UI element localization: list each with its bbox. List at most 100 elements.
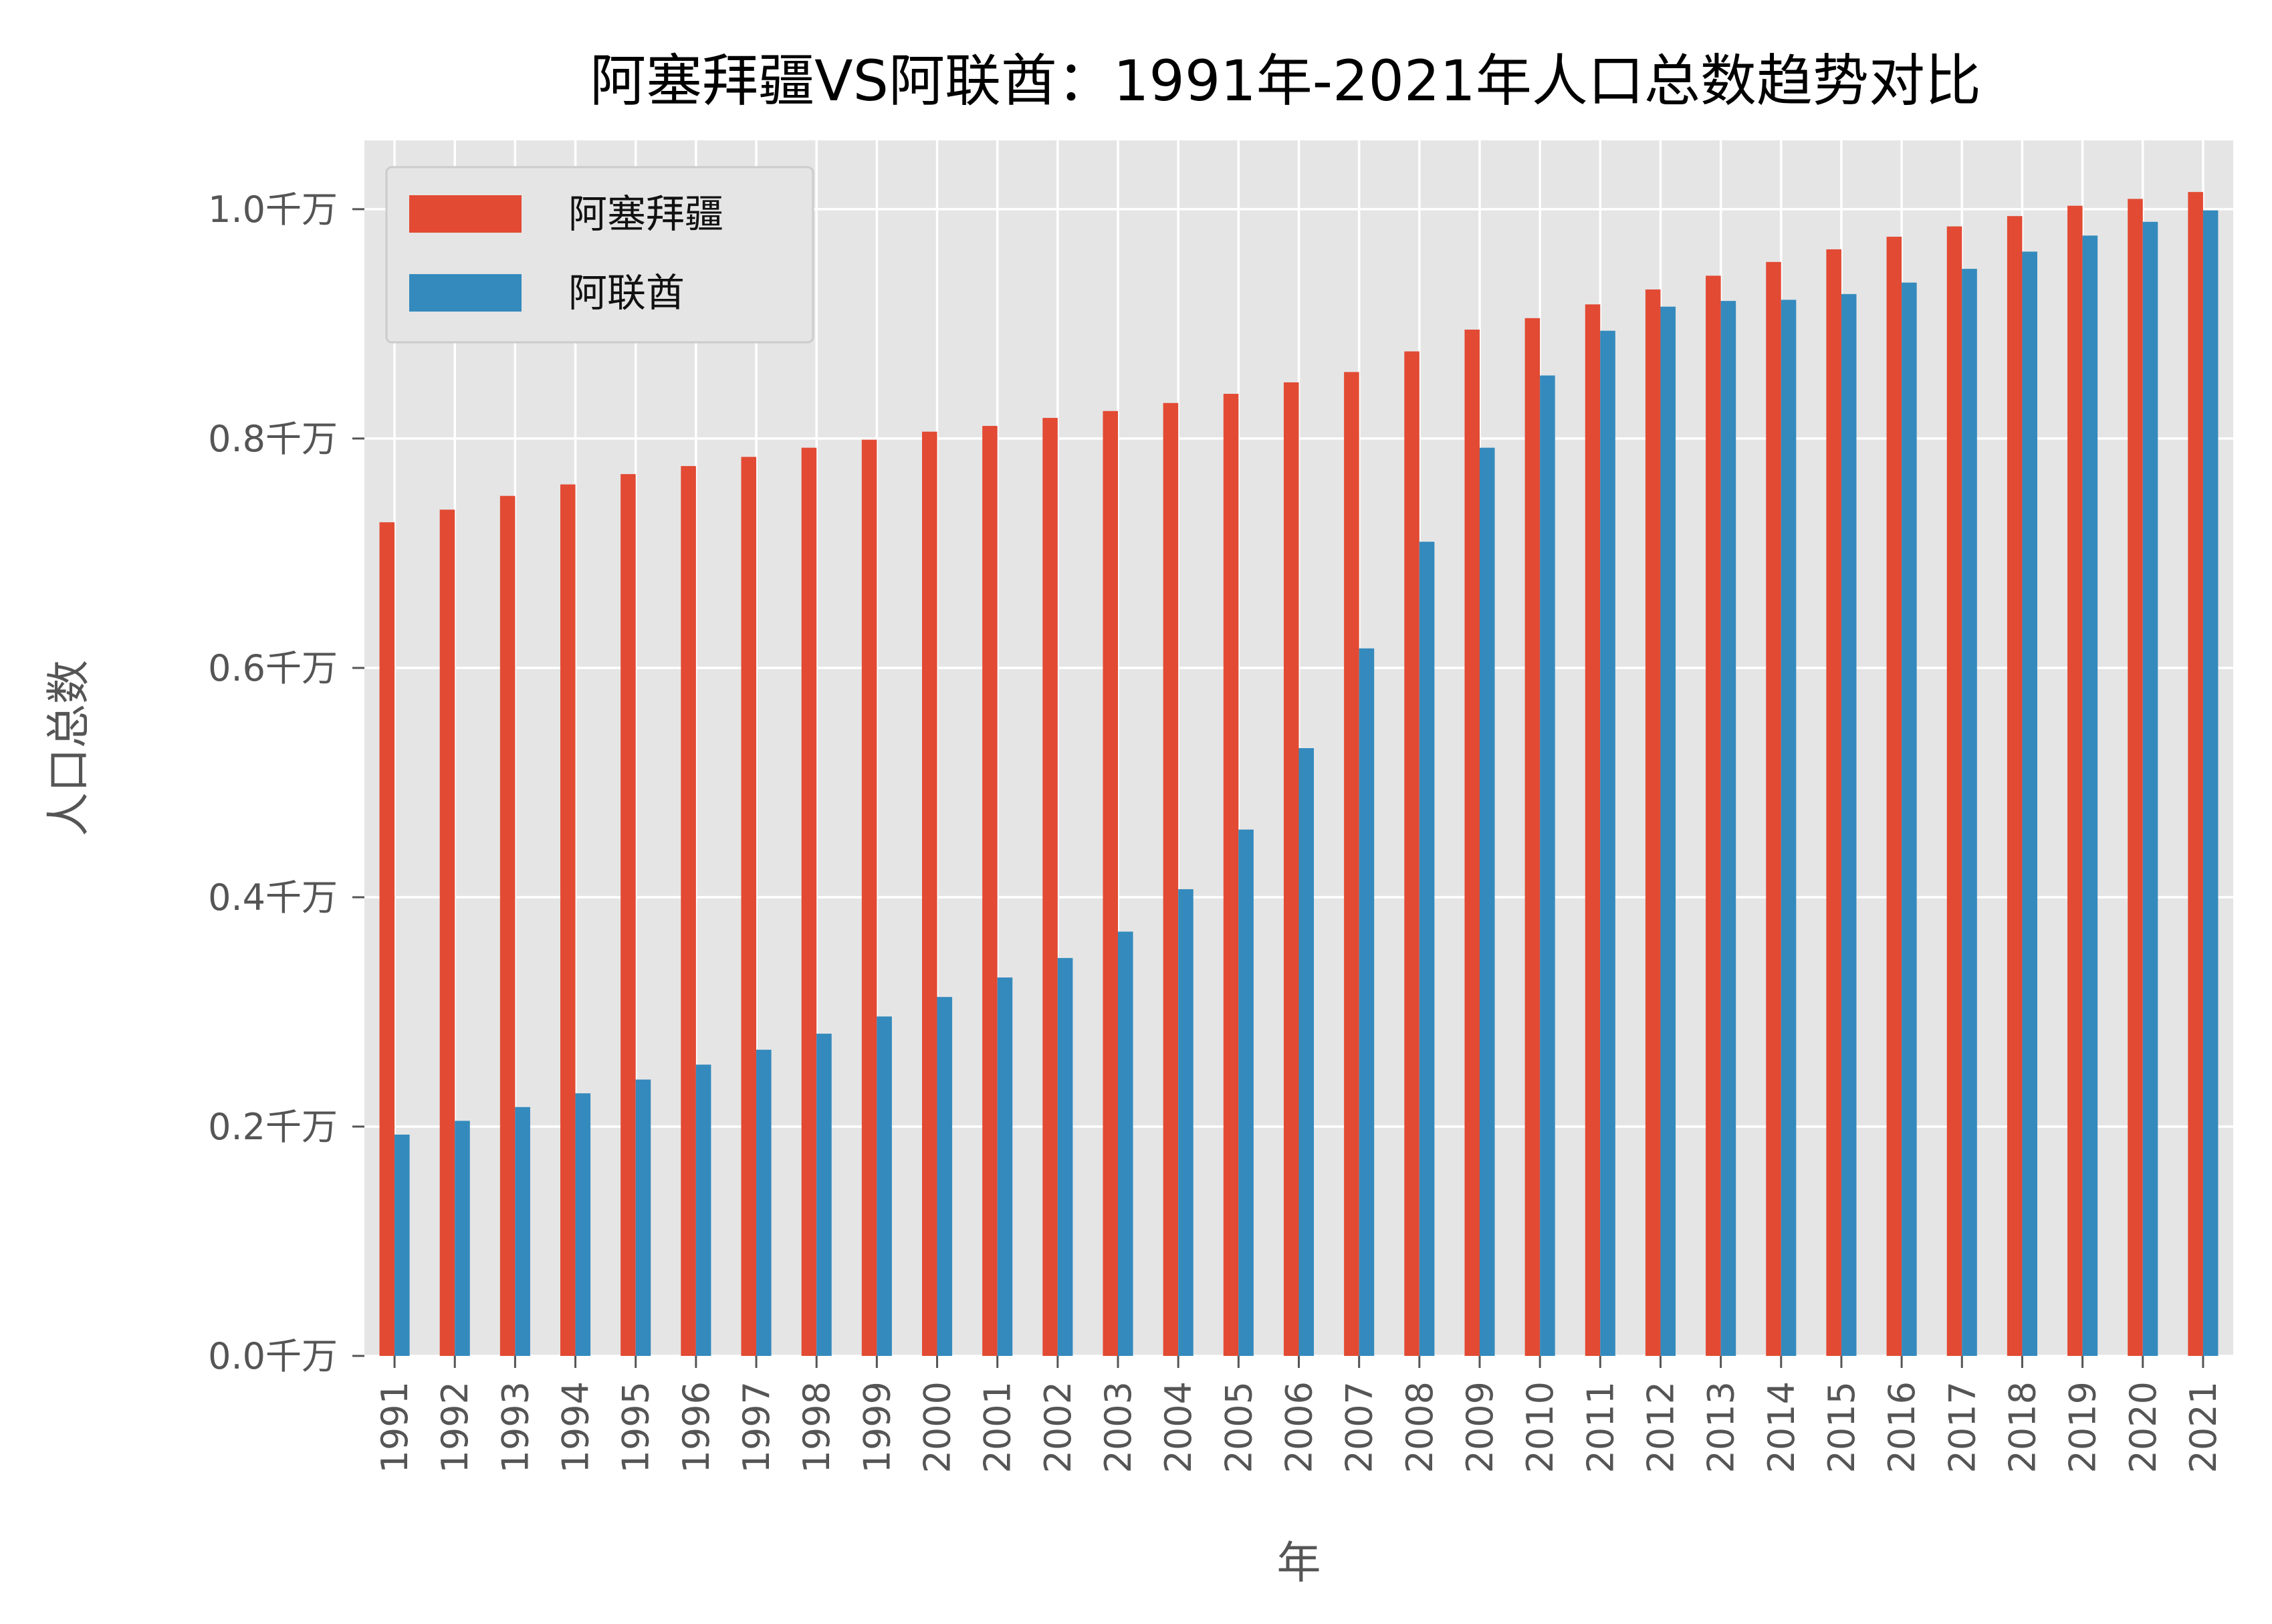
bar-azerbaijan-2001 (982, 426, 998, 1356)
x-tick-label-2008: 2008 (1399, 1381, 1441, 1473)
bar-azerbaijan-1991 (379, 522, 395, 1356)
bar-uae-2005 (1238, 829, 1254, 1356)
bar-azerbaijan-2017 (1946, 226, 1962, 1356)
y-tick-label: 0.2千万 (208, 1106, 338, 1148)
x-tick-label-2013: 2013 (1700, 1381, 1742, 1473)
bar-azerbaijan-2008 (1404, 351, 1419, 1356)
x-tick-label-2019: 2019 (2062, 1381, 2104, 1473)
bar-uae-1993 (515, 1107, 530, 1356)
bar-uae-1997 (756, 1050, 772, 1356)
bar-uae-2007 (1359, 648, 1375, 1356)
bar-azerbaijan-2006 (1283, 382, 1299, 1356)
x-tick-label-2012: 2012 (1639, 1381, 1682, 1473)
bar-azerbaijan-1997 (741, 457, 757, 1357)
legend: 阿塞拜疆 阿联酋 (385, 166, 814, 344)
chart-title: 阿塞拜疆VS阿联酋：1991年-2021年人口总数趋势对比 (590, 48, 1981, 114)
bar-uae-2014 (1781, 300, 1797, 1357)
x-tick-label-2004: 2004 (1157, 1381, 1200, 1473)
bar-azerbaijan-2019 (2067, 205, 2083, 1356)
x-tick-label-2007: 2007 (1339, 1381, 1381, 1473)
y-tick-label: 0.8千万 (208, 418, 338, 460)
bar-azerbaijan-2014 (1766, 261, 1781, 1356)
bar-azerbaijan-2011 (1585, 304, 1601, 1356)
bar-azerbaijan-1998 (801, 447, 817, 1356)
bar-azerbaijan-1995 (620, 474, 636, 1356)
bar-uae-2008 (1419, 542, 1435, 1357)
x-tick-label-2018: 2018 (2001, 1381, 2043, 1473)
bar-uae-2011 (1600, 330, 1615, 1356)
bar-azerbaijan-2002 (1042, 418, 1058, 1356)
bar-uae-2012 (1660, 306, 1676, 1356)
x-tick-label-2020: 2020 (2122, 1381, 2164, 1473)
bar-uae-2021 (2202, 210, 2219, 1357)
bar-uae-1994 (575, 1093, 591, 1356)
bar-uae-2020 (2142, 221, 2158, 1356)
legend-swatch-azerbaijan (409, 195, 522, 233)
x-tick-label-2003: 2003 (1097, 1381, 1139, 1473)
y-tick-label: 0.0千万 (208, 1335, 338, 1377)
bar-azerbaijan-2016 (1886, 237, 1902, 1357)
bar-azerbaijan-2007 (1344, 372, 1359, 1357)
x-tick-label-1995: 1995 (615, 1381, 657, 1473)
bar-uae-2004 (1178, 889, 1194, 1356)
x-tick-label-2009: 2009 (1459, 1381, 1501, 1473)
bar-azerbaijan-2010 (1524, 318, 1541, 1357)
bars (379, 192, 2219, 1357)
bar-uae-2000 (937, 997, 953, 1356)
bar-azerbaijan-1994 (560, 484, 576, 1356)
x-tick-label-1997: 1997 (735, 1381, 778, 1473)
x-tick-label-2002: 2002 (1037, 1381, 1079, 1473)
x-tick-label-2006: 2006 (1278, 1381, 1321, 1473)
bar-azerbaijan-2018 (2007, 216, 2023, 1356)
x-axis-ticks: 1991 1992 1993 1994 1995 1996 1997 1998 1999 2000… (374, 1356, 2225, 1473)
x-tick-label-2016: 2016 (1881, 1381, 1923, 1473)
bar-uae-2015 (1841, 294, 1857, 1356)
bar-azerbaijan-2012 (1645, 289, 1661, 1356)
bar-uae-1996 (695, 1064, 711, 1356)
bar-uae-1991 (394, 1134, 410, 1356)
bar-azerbaijan-1992 (439, 509, 455, 1356)
x-tick-label-2005: 2005 (1218, 1381, 1260, 1473)
bar-azerbaijan-2000 (921, 431, 937, 1356)
x-tick-label-1994: 1994 (555, 1381, 597, 1473)
x-tick-label-2017: 2017 (1941, 1381, 1983, 1473)
bar-uae-1995 (635, 1079, 651, 1356)
legend-label-azerbaijan: 阿塞拜疆 (568, 191, 723, 237)
bar-uae-2006 (1298, 748, 1315, 1356)
y-axis-label: 人口总数 (43, 660, 94, 836)
x-tick-label-1999: 1999 (856, 1381, 898, 1473)
bar-azerbaijan-2013 (1706, 275, 1721, 1357)
y-axis-ticks: 0.0千万 0.2千万 0.4千万 0.6千万 0.8千万 1.0千万 (208, 189, 364, 1377)
y-tick-label: 0.4千万 (208, 877, 338, 919)
x-tick-label-1996: 1996 (675, 1381, 717, 1473)
x-tick-label-1991: 1991 (374, 1381, 416, 1473)
bar-uae-2019 (2082, 235, 2098, 1357)
bar-azerbaijan-2015 (1826, 249, 1841, 1356)
x-tick-label-2015: 2015 (1821, 1381, 1863, 1473)
bar-azerbaijan-1999 (861, 439, 877, 1356)
bar-uae-2002 (1057, 957, 1073, 1356)
bar-uae-2003 (1118, 931, 1133, 1356)
x-tick-label-2011: 2011 (1579, 1381, 1621, 1473)
bar-uae-1992 (455, 1121, 470, 1356)
bar-azerbaijan-2020 (2128, 199, 2143, 1356)
x-tick-label-2021: 2021 (2182, 1381, 2225, 1473)
x-tick-label-2000: 2000 (917, 1381, 959, 1473)
x-tick-label-2010: 2010 (1519, 1381, 1561, 1473)
bar-uae-2013 (1720, 301, 1736, 1356)
bar-azerbaijan-1996 (681, 466, 696, 1356)
x-tick-label-1993: 1993 (494, 1381, 536, 1473)
bar-azerbaijan-2005 (1223, 394, 1239, 1356)
x-tick-label-2001: 2001 (977, 1381, 1019, 1473)
bar-uae-2017 (1962, 269, 1977, 1356)
legend-label-uae: 阿联酋 (568, 270, 685, 316)
x-axis-label: 年 (1277, 1537, 1321, 1589)
bar-azerbaijan-2021 (2188, 192, 2203, 1357)
x-tick-label-1998: 1998 (796, 1381, 838, 1473)
bar-uae-2001 (997, 977, 1013, 1356)
bar-uae-2016 (1902, 282, 1917, 1357)
y-tick-label: 0.6千万 (208, 647, 338, 689)
bar-azerbaijan-2003 (1103, 411, 1119, 1357)
y-tick-label: 1.0千万 (208, 189, 338, 231)
